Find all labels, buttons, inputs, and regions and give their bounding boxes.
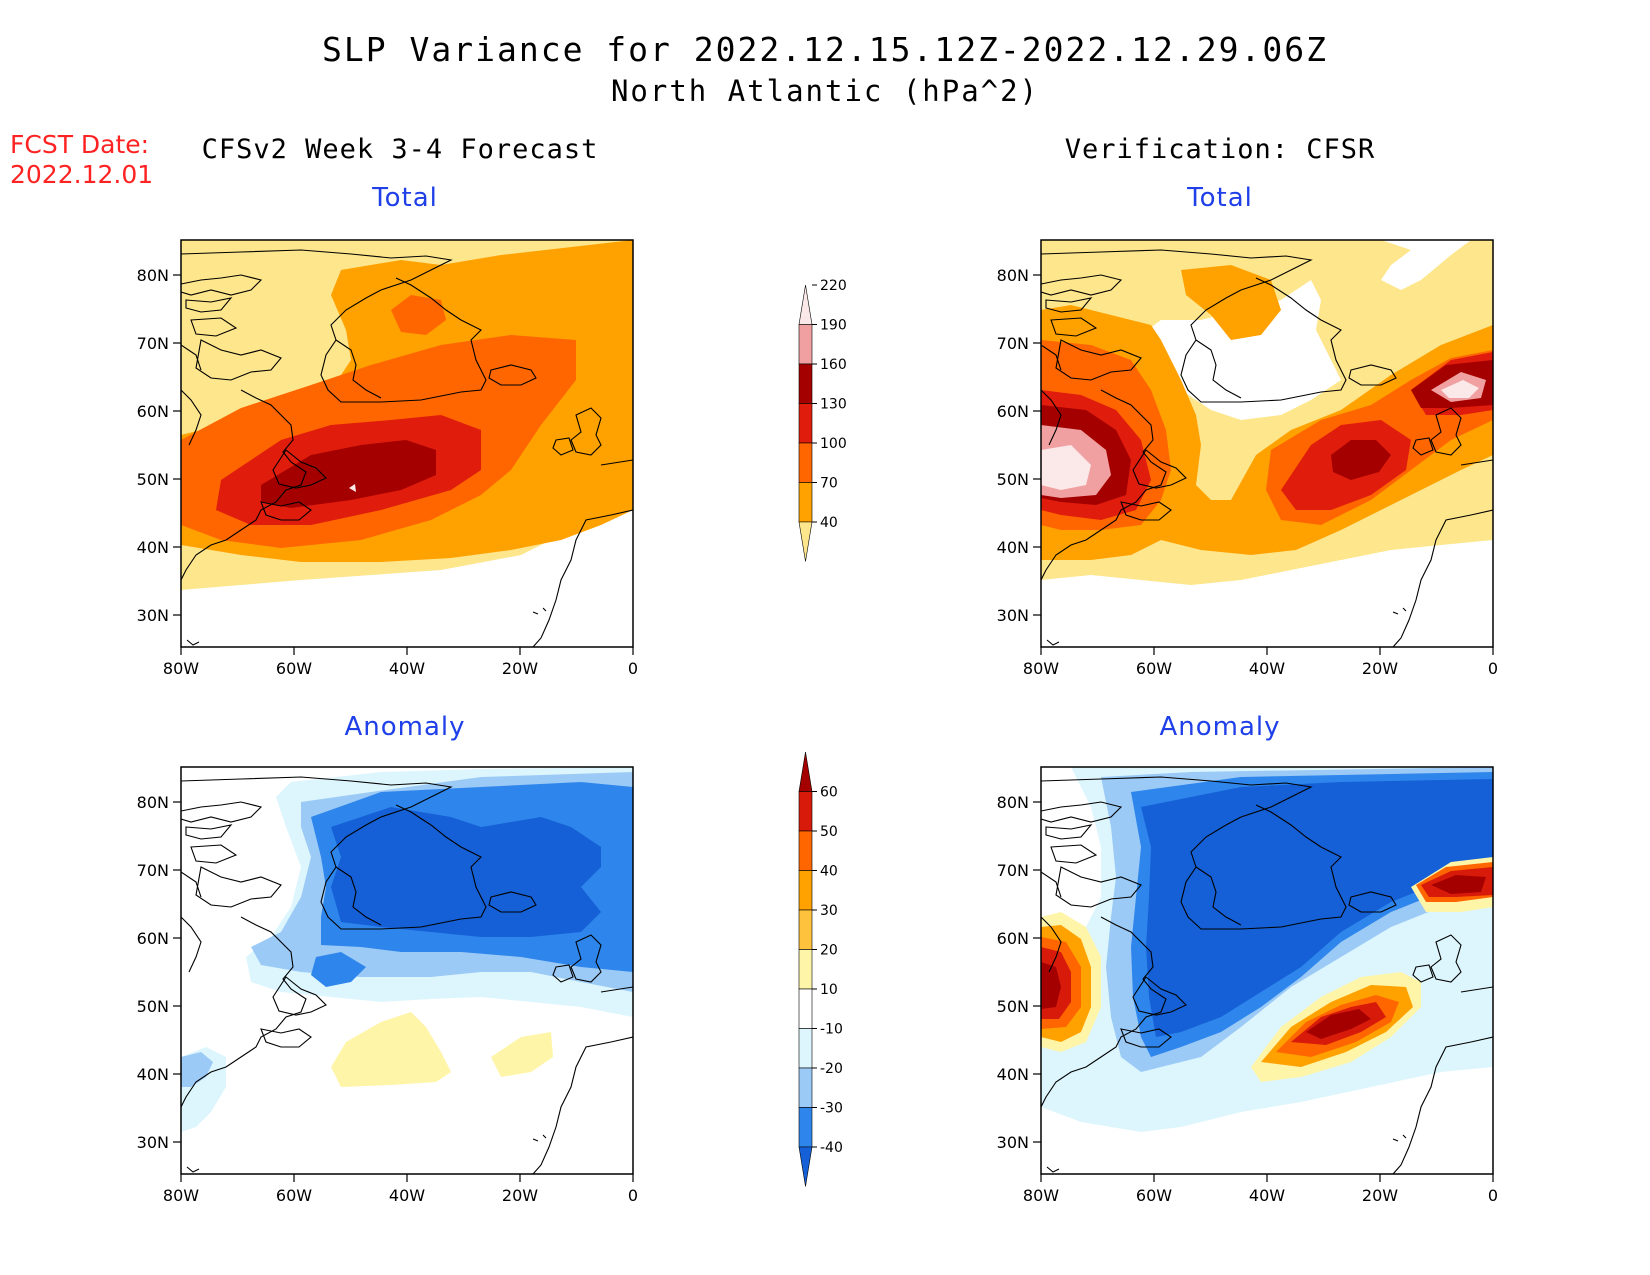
anomaly-colorbar-level-label: -20 xyxy=(820,1061,843,1077)
lon-label: 60W xyxy=(276,659,312,678)
lon-label: 40W xyxy=(1249,1186,1285,1205)
verification-column-title: Verification: CFSR xyxy=(1064,134,1376,165)
figure-subtitle: North Atlantic (hPa^2) xyxy=(610,74,1040,108)
lat-label: 30N xyxy=(137,1133,169,1152)
total-colorbar-swatch xyxy=(798,403,813,444)
total-colorbar-swatch xyxy=(798,482,813,523)
lon-label: 40W xyxy=(1249,659,1285,678)
anomaly-colorbar-swatch xyxy=(798,1107,813,1148)
total-colorbar-level-label: 40 xyxy=(820,515,838,531)
lat-label: 80N xyxy=(137,793,169,812)
lat-label: 50N xyxy=(137,470,169,489)
forecast-date-value: 2022.12.01 xyxy=(10,160,154,189)
total-colorbar-level-label: 100 xyxy=(820,436,847,452)
lat-label: 60N xyxy=(997,402,1029,421)
total-colorbar-swatch xyxy=(798,442,813,483)
lon-label: 0 xyxy=(628,659,638,678)
lon-label: 40W xyxy=(389,1186,425,1205)
lon-label: 60W xyxy=(1136,1186,1172,1205)
lat-label: 70N xyxy=(137,861,169,880)
verification-total-title: Total xyxy=(1187,183,1253,213)
total-colorbar-arrow-bottom xyxy=(798,521,813,562)
lon-label: 40W xyxy=(389,659,425,678)
total-colorbar-level-label: 190 xyxy=(820,318,847,334)
forecast-column-title: CFSv2 Week 3-4 Forecast xyxy=(201,134,599,165)
total-colorbar-level-label: 160 xyxy=(820,357,847,373)
lon-label: 60W xyxy=(276,1186,312,1205)
anomaly-colorbar-level-label: -30 xyxy=(820,1101,843,1117)
lon-label: 20W xyxy=(502,1186,538,1205)
verification-anomaly-map: 80N 70N 60N 50N 40N 30N 80W 60W 40W 20W … xyxy=(997,766,1498,1205)
lon-label: 20W xyxy=(1362,659,1398,678)
lat-label: 40N xyxy=(137,538,169,557)
anomaly-colorbar-level-label: 10 xyxy=(820,982,838,998)
anomaly-colorbar-level-label: 30 xyxy=(820,903,838,919)
total-colorbar-level-label: 220 xyxy=(820,278,847,294)
figure-title: SLP Variance for 2022.12.15.12Z-2022.12.… xyxy=(322,30,1328,69)
lat-label: 30N xyxy=(997,606,1029,625)
lat-label: 50N xyxy=(137,997,169,1016)
total-colorbar-level-label: 70 xyxy=(820,476,838,492)
lat-label: 40N xyxy=(137,1065,169,1084)
anomaly-colorbar-level-label: 60 xyxy=(820,785,838,801)
forecast-date-block: FCST Date: 2022.12.01 xyxy=(10,130,153,190)
lat-label: 80N xyxy=(997,793,1029,812)
anomaly-colorbar-swatch xyxy=(798,1028,813,1069)
lat-label: 60N xyxy=(137,929,169,948)
lon-label: 0 xyxy=(1488,1186,1498,1205)
anomaly-colorbar-swatch xyxy=(798,870,813,911)
anomaly-colorbar-level-label: 40 xyxy=(820,864,838,880)
total-colorbar-swatch xyxy=(798,324,813,365)
lat-label: 40N xyxy=(997,1065,1029,1084)
anomaly-colorbar-arrow-top xyxy=(798,751,813,792)
anomaly-colorbar-swatch xyxy=(798,949,813,990)
forecast-anomaly-title: Anomaly xyxy=(344,712,466,742)
lon-label: 80W xyxy=(1023,659,1059,678)
anomaly-colorbar: -40 -30 -20 -10 10 20 30 40 50 60 xyxy=(798,751,843,1187)
total-colorbar-swatch xyxy=(798,363,813,404)
total-colorbar-level-label: 130 xyxy=(820,397,847,413)
lat-label: 60N xyxy=(137,402,169,421)
verification-total-map: 80N 70N 60N 50N 40N 30N 80W 60W 40W 20W … xyxy=(997,239,1498,678)
anomaly-colorbar-arrow-bottom xyxy=(798,1146,813,1187)
lon-label: 0 xyxy=(628,1186,638,1205)
total-colorbar-arrow-top xyxy=(798,284,813,325)
lon-label: 80W xyxy=(1023,1186,1059,1205)
lat-label: 70N xyxy=(997,861,1029,880)
anomaly-colorbar-swatch xyxy=(798,1067,813,1108)
forecast-anomaly-map: 80N 70N 60N 50N 40N 30N 80W 60W 40W 20W … xyxy=(137,766,638,1205)
lat-label: 60N xyxy=(997,929,1029,948)
anomaly-colorbar-level-label: -10 xyxy=(820,1022,843,1038)
lat-label: 50N xyxy=(997,997,1029,1016)
verification-anomaly-title: Anomaly xyxy=(1159,712,1281,742)
anomaly-colorbar-swatch xyxy=(798,830,813,871)
anomaly-colorbar-swatch xyxy=(798,909,813,950)
lat-label: 80N xyxy=(997,266,1029,285)
forecast-date-label: FCST Date: xyxy=(10,130,150,159)
lon-label: 80W xyxy=(163,659,199,678)
lon-label: 20W xyxy=(1362,1186,1398,1205)
anomaly-colorbar-level-label: 50 xyxy=(820,824,838,840)
lon-label: 80W xyxy=(163,1186,199,1205)
lon-label: 60W xyxy=(1136,659,1172,678)
lon-label: 0 xyxy=(1488,659,1498,678)
lat-label: 50N xyxy=(997,470,1029,489)
anomaly-colorbar-swatch xyxy=(798,791,813,832)
lat-label: 70N xyxy=(997,334,1029,353)
anomaly-colorbar-level-label: 20 xyxy=(820,943,838,959)
lat-label: 80N xyxy=(137,266,169,285)
total-colorbar: 40 70 100 130 160 190 220 xyxy=(798,278,847,562)
lat-label: 30N xyxy=(137,606,169,625)
anomaly-colorbar-swatch xyxy=(798,988,813,1029)
lon-label: 20W xyxy=(502,659,538,678)
lat-label: 40N xyxy=(997,538,1029,557)
lat-label: 30N xyxy=(997,1133,1029,1152)
forecast-total-map: 80N 70N 60N 50N 40N 30N 80W 60W 40W 20W … xyxy=(137,239,638,678)
anomaly-colorbar-level-label: -40 xyxy=(820,1140,843,1156)
forecast-total-title: Total xyxy=(372,183,438,213)
lat-label: 70N xyxy=(137,334,169,353)
